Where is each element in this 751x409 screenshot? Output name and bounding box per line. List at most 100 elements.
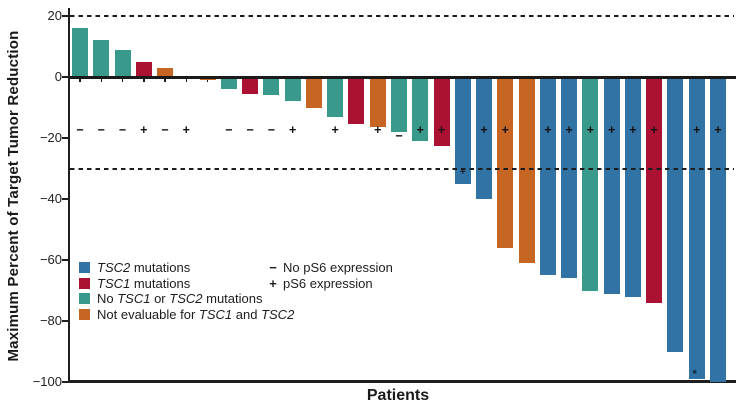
ps6-marker: +: [331, 123, 339, 138]
legend-label: TSC2 mutations: [97, 260, 191, 276]
bar-patient-15: [369, 77, 386, 128]
ps6-marker: −: [267, 123, 276, 138]
legend-item-no_mut: No TSC1 or TSC2 mutations: [79, 291, 294, 307]
legend-label: No TSC1 or TSC2 mutations: [97, 291, 263, 307]
x-axis-tick: [121, 77, 124, 82]
ps6-expression-legend: − No pS6 expression + pS6 expression: [266, 260, 393, 291]
bar-patient-26: [603, 77, 620, 294]
bar-patient-27: [624, 77, 641, 297]
ps6-marker: +: [480, 123, 488, 138]
ps6-marker: +: [437, 123, 446, 138]
y-axis-tick: [62, 259, 68, 261]
x-axis-title: Patients: [366, 387, 430, 404]
dashed-reference-line: [70, 15, 734, 17]
bar-patient-17: [412, 77, 429, 142]
y-axis-tick-label: 20: [47, 8, 62, 23]
bar-patient-12: [305, 77, 322, 108]
bar-patient-11: [284, 77, 301, 102]
bar-patient-23: [539, 77, 556, 276]
dashed-reference-line: [70, 167, 734, 170]
legend-item-tsc1: TSC1 mutations: [79, 276, 294, 292]
x-axis-line: [68, 380, 736, 383]
y-axis-tick: [62, 15, 68, 17]
bar-patient-7: [199, 77, 216, 81]
x-axis-tick: [164, 77, 166, 82]
ps6-marker: +: [650, 123, 658, 138]
y-axis-line: [68, 8, 70, 383]
ps6-marker: +: [608, 123, 616, 138]
y-axis-tick-label: −40: [39, 191, 62, 206]
x-axis-tick: [79, 77, 81, 82]
ps6-legend-label: No pS6 expression: [283, 260, 393, 276]
ps6-marker: +: [459, 167, 466, 179]
bar-patient-3: [114, 49, 131, 77]
bar-patient-13: [327, 77, 344, 117]
ps6-marker: +: [714, 123, 722, 138]
ps6-marker: +: [693, 123, 701, 138]
ps6-marker: +: [140, 123, 148, 138]
bar-patient-16: [391, 77, 407, 132]
y-axis-tick: [62, 198, 68, 200]
ps6-marker: −: [246, 123, 254, 138]
bar-patient-20: [476, 77, 493, 199]
ps6-legend-item: + pS6 expression: [266, 276, 393, 292]
ps6-legend-symbol: −: [269, 260, 277, 276]
bar-patient-10: [263, 77, 280, 96]
ps6-marker: +: [629, 123, 637, 138]
bar-patient-14: [348, 77, 365, 125]
ps6-marker: +: [289, 123, 297, 138]
bar-patient-1: [72, 28, 88, 77]
bar-patient-29: [667, 77, 684, 352]
y-axis-tick: [62, 320, 68, 322]
bar-patient-19: [454, 77, 471, 184]
legend-swatch-not_eval: [79, 309, 90, 321]
bar-patient-24: [561, 77, 578, 279]
bar-patient-2: [93, 40, 110, 77]
bar-patient-18: [433, 77, 450, 146]
bar-patient-28: [646, 77, 663, 303]
bar-patient-21: [497, 77, 514, 248]
ps6-legend-label: pS6 expression: [283, 275, 373, 291]
legend-label: Not evaluable for TSC1 and TSC2: [97, 307, 295, 323]
ps6-marker: +: [182, 123, 190, 138]
bar-patient-31: [710, 77, 726, 382]
footnote-asterisk: *: [692, 367, 698, 382]
y-axis-tick-label: −100: [32, 374, 62, 389]
bar-patient-22: [518, 77, 535, 264]
ps6-legend-symbol: +: [269, 275, 277, 291]
bar-patient-8: [220, 77, 237, 90]
ps6-marker: −: [225, 123, 233, 138]
legend-item-tsc2: TSC2 mutations: [79, 260, 294, 276]
ps6-marker: +: [586, 123, 595, 138]
ps6-marker: +: [501, 123, 509, 138]
y-axis-tick: [62, 137, 68, 139]
ps6-marker: +: [544, 123, 552, 138]
ps6-marker: −: [76, 123, 84, 138]
y-axis-tick-label: −60: [39, 252, 62, 267]
ps6-marker: −: [97, 123, 105, 138]
x-axis-tick: [143, 77, 145, 82]
bar-patient-25: [582, 77, 599, 291]
bar-patient-9: [242, 77, 259, 94]
mutation-legend: TSC2 mutations TSC1 mutations No TSC1 or T…: [79, 260, 294, 322]
legend-swatch-tsc2: [79, 262, 90, 274]
x-axis-tick: [185, 77, 188, 82]
ps6-marker: +: [416, 123, 424, 138]
x-axis-tick: [100, 77, 103, 82]
ps6-marker: −: [161, 123, 169, 138]
y-axis-tick-label: −80: [39, 313, 62, 328]
zero-baseline: [68, 75, 736, 79]
y-axis-tick: [62, 76, 68, 78]
y-axis-tick-label: −20: [39, 130, 62, 145]
bar-patient-5: [157, 67, 174, 77]
legend-swatch-tsc1: [79, 277, 90, 289]
ps6-marker: −: [395, 129, 403, 144]
ps6-marker: −: [118, 123, 127, 138]
y-axis-tick-label: 0: [54, 69, 62, 84]
legend-label: TSC1 mutations: [97, 275, 191, 291]
ps6-marker: +: [374, 123, 382, 138]
y-axis-tick: [62, 381, 68, 383]
bar-patient-4: [135, 61, 152, 77]
ps6-marker: +: [565, 123, 573, 138]
